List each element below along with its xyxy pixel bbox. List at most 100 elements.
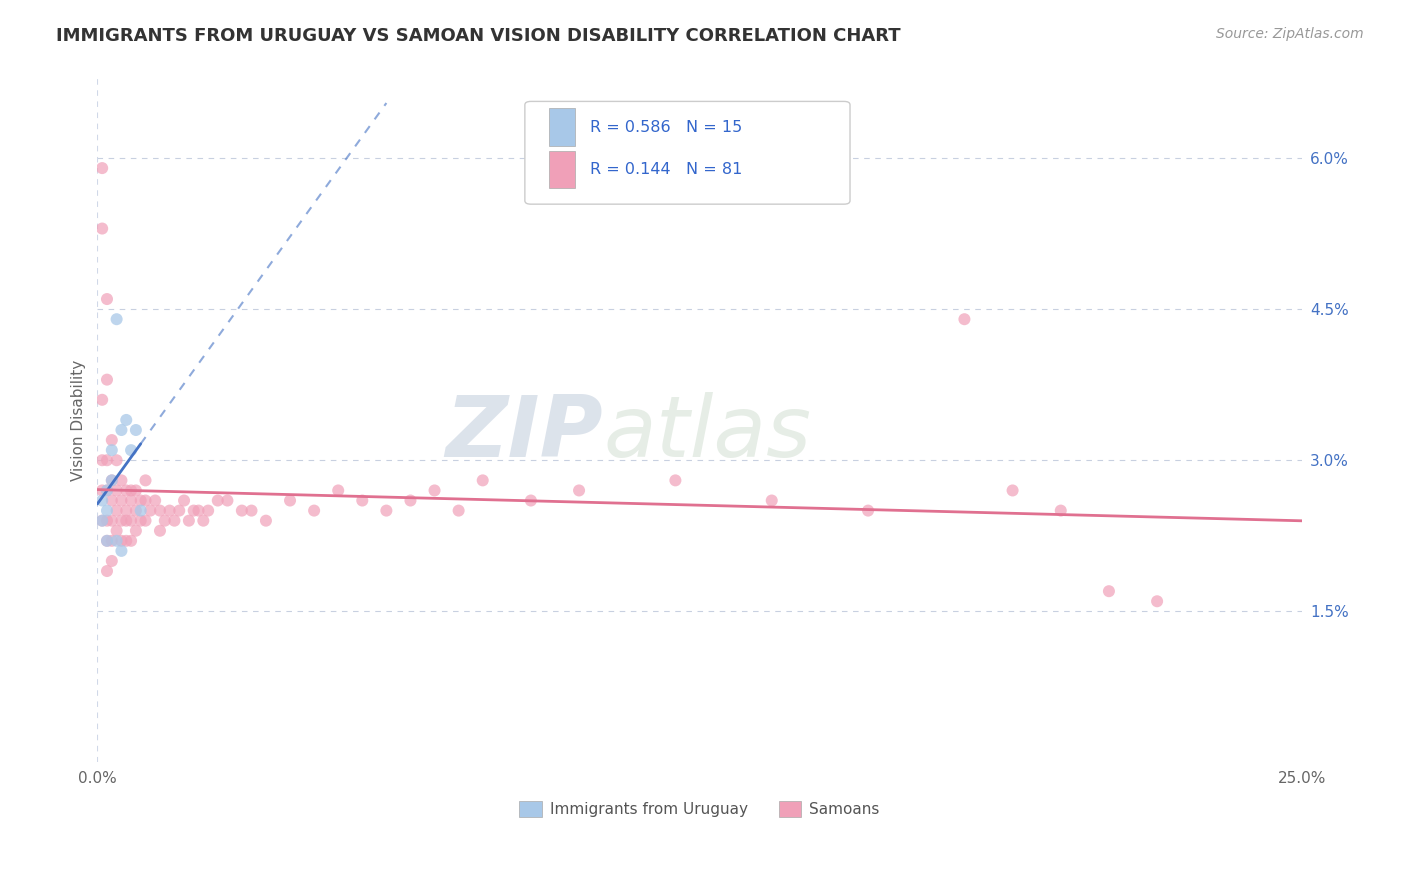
Point bbox=[91, 514, 114, 528]
Point bbox=[183, 503, 205, 517]
Point bbox=[207, 493, 229, 508]
Point bbox=[1146, 594, 1168, 608]
Point bbox=[278, 493, 301, 508]
Point bbox=[115, 533, 138, 548]
Point bbox=[217, 493, 239, 508]
Point bbox=[96, 483, 118, 498]
Point bbox=[761, 493, 783, 508]
Point bbox=[149, 503, 172, 517]
Point bbox=[173, 493, 195, 508]
Point bbox=[159, 503, 181, 517]
Point bbox=[115, 514, 138, 528]
Text: ZIP: ZIP bbox=[446, 392, 603, 475]
Text: R = 0.144   N = 81: R = 0.144 N = 81 bbox=[591, 162, 742, 177]
Point bbox=[110, 493, 132, 508]
Point bbox=[115, 483, 138, 498]
Point bbox=[96, 533, 118, 548]
Point bbox=[110, 423, 132, 437]
Point bbox=[115, 503, 138, 517]
Point bbox=[193, 514, 215, 528]
Point bbox=[1001, 483, 1024, 498]
Point bbox=[231, 503, 253, 517]
Point bbox=[254, 514, 277, 528]
Point bbox=[447, 503, 470, 517]
Point bbox=[101, 433, 124, 447]
Point bbox=[110, 474, 132, 488]
Point bbox=[423, 483, 446, 498]
Point bbox=[105, 533, 128, 548]
Point bbox=[101, 533, 124, 548]
Point bbox=[105, 312, 128, 326]
Point bbox=[240, 503, 263, 517]
Point bbox=[1049, 503, 1071, 517]
Point bbox=[120, 483, 142, 498]
Point bbox=[120, 443, 142, 458]
Point bbox=[91, 483, 114, 498]
FancyBboxPatch shape bbox=[548, 151, 575, 188]
FancyBboxPatch shape bbox=[548, 109, 575, 146]
Point bbox=[302, 503, 325, 517]
Point bbox=[568, 483, 591, 498]
Point bbox=[135, 514, 157, 528]
Point bbox=[129, 493, 152, 508]
Point bbox=[139, 503, 162, 517]
Point bbox=[153, 514, 176, 528]
Point bbox=[101, 554, 124, 568]
Point bbox=[96, 533, 118, 548]
Point bbox=[520, 493, 543, 508]
Point bbox=[328, 483, 350, 498]
Point bbox=[105, 524, 128, 538]
Point bbox=[91, 493, 114, 508]
Point bbox=[91, 161, 114, 175]
Point bbox=[101, 493, 124, 508]
Point bbox=[129, 503, 152, 517]
Point bbox=[96, 453, 118, 467]
Point bbox=[105, 503, 128, 517]
Point bbox=[375, 503, 398, 517]
Point bbox=[105, 483, 128, 498]
Point bbox=[143, 493, 166, 508]
Point bbox=[856, 503, 879, 517]
Point bbox=[125, 524, 148, 538]
Point bbox=[1098, 584, 1121, 599]
Point bbox=[91, 221, 114, 235]
FancyBboxPatch shape bbox=[524, 102, 851, 204]
Point bbox=[125, 423, 148, 437]
Point bbox=[101, 514, 124, 528]
Point bbox=[96, 483, 118, 498]
Point bbox=[115, 413, 138, 427]
Point bbox=[125, 483, 148, 498]
Text: Source: ZipAtlas.com: Source: ZipAtlas.com bbox=[1216, 27, 1364, 41]
Point bbox=[96, 503, 118, 517]
Point bbox=[96, 564, 118, 578]
Point bbox=[91, 514, 114, 528]
Point bbox=[96, 514, 118, 528]
Point bbox=[105, 453, 128, 467]
Point bbox=[110, 514, 132, 528]
Point bbox=[120, 493, 142, 508]
Point bbox=[953, 312, 976, 326]
Point bbox=[101, 474, 124, 488]
Point bbox=[129, 514, 152, 528]
Point bbox=[120, 514, 142, 528]
Point bbox=[125, 503, 148, 517]
Point bbox=[149, 524, 172, 538]
Point bbox=[101, 474, 124, 488]
Point bbox=[96, 292, 118, 306]
Point bbox=[101, 443, 124, 458]
Point bbox=[91, 392, 114, 407]
Point bbox=[120, 533, 142, 548]
Point bbox=[471, 474, 494, 488]
Y-axis label: Vision Disability: Vision Disability bbox=[72, 359, 86, 481]
Point bbox=[187, 503, 209, 517]
Point bbox=[110, 533, 132, 548]
Point bbox=[352, 493, 374, 508]
Point bbox=[110, 544, 132, 558]
Text: atlas: atlas bbox=[603, 392, 811, 475]
Point bbox=[399, 493, 422, 508]
Point bbox=[163, 514, 186, 528]
Point bbox=[167, 503, 190, 517]
Legend: Immigrants from Uruguay, Samoans: Immigrants from Uruguay, Samoans bbox=[513, 795, 886, 823]
Text: IMMIGRANTS FROM URUGUAY VS SAMOAN VISION DISABILITY CORRELATION CHART: IMMIGRANTS FROM URUGUAY VS SAMOAN VISION… bbox=[56, 27, 901, 45]
Point bbox=[177, 514, 200, 528]
